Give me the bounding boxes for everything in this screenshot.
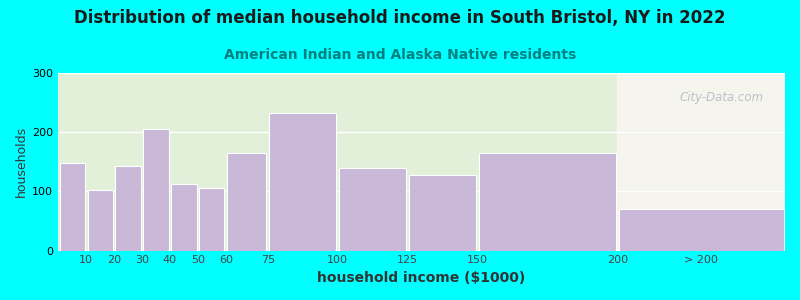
Bar xyxy=(479,153,616,250)
Bar xyxy=(199,188,225,250)
Text: City-Data.com: City-Data.com xyxy=(679,91,763,104)
X-axis label: household income ($1000): household income ($1000) xyxy=(318,271,526,285)
Text: Distribution of median household income in South Bristol, NY in 2022: Distribution of median household income … xyxy=(74,9,726,27)
Bar xyxy=(618,209,784,250)
Bar xyxy=(409,175,476,250)
Bar xyxy=(59,163,85,250)
Bar xyxy=(270,113,336,250)
Bar xyxy=(171,184,197,250)
Text: American Indian and Alaska Native residents: American Indian and Alaska Native reside… xyxy=(224,48,576,62)
Bar xyxy=(87,190,113,250)
Bar xyxy=(115,166,141,250)
Bar xyxy=(227,153,266,250)
Bar xyxy=(339,168,406,250)
Bar xyxy=(618,73,785,250)
Bar xyxy=(143,129,169,250)
Bar xyxy=(58,73,618,250)
Y-axis label: households: households xyxy=(15,126,28,197)
